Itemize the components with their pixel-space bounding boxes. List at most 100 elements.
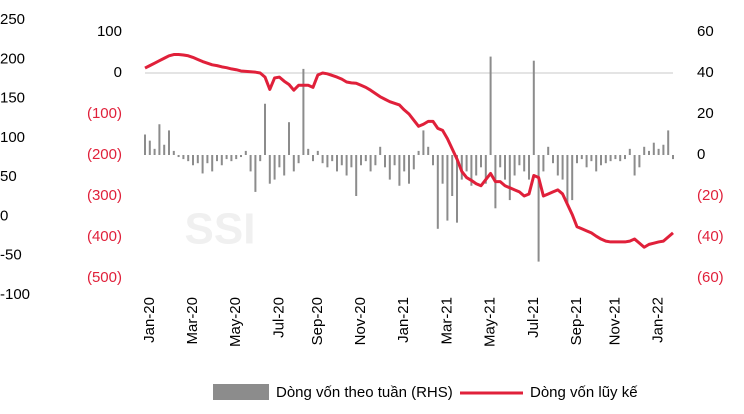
x-tick-label: Jul-20 <box>270 297 287 338</box>
outer-tick-label: 200 <box>0 50 25 67</box>
bar <box>609 155 612 162</box>
x-tick-label: Jan-20 <box>141 297 158 343</box>
outer-tick-label: 150 <box>0 90 25 107</box>
bar <box>177 155 180 158</box>
bar <box>628 148 631 155</box>
bar <box>456 155 458 223</box>
outer-tick-label: -50 <box>0 247 22 264</box>
bar <box>547 146 550 155</box>
y-tick-label: (500) <box>87 269 122 286</box>
bar <box>504 155 506 180</box>
bar <box>619 155 622 162</box>
bar <box>556 155 559 176</box>
bar <box>441 155 444 184</box>
bar <box>484 155 487 184</box>
bar <box>412 155 415 170</box>
bar <box>283 155 286 176</box>
bar <box>254 155 257 192</box>
bar <box>614 155 617 160</box>
bar <box>499 155 502 168</box>
bar <box>235 155 238 160</box>
bar <box>230 155 233 162</box>
bar <box>148 140 151 155</box>
y2-tick-label: 20 <box>697 105 714 122</box>
bar <box>345 155 348 176</box>
bar <box>585 155 588 168</box>
x-tick-label: Jan-21 <box>395 297 412 343</box>
y-tick-label: 0 <box>114 64 122 81</box>
legend-label: Dòng vốn theo tuần (RHS) <box>276 384 453 401</box>
bar <box>523 155 526 172</box>
bar <box>225 155 228 160</box>
bar <box>220 155 223 166</box>
bar <box>268 155 271 184</box>
bar <box>206 155 209 164</box>
bar <box>168 130 170 155</box>
x-tick-label: Jan-22 <box>650 297 667 343</box>
legend-label: Dòng vốn lũy kế <box>530 384 638 401</box>
bar <box>187 155 190 162</box>
x-tick-label: May-21 <box>482 297 499 347</box>
bar <box>576 155 578 164</box>
bar <box>542 155 545 172</box>
bar <box>590 155 593 162</box>
y2-tick-label: (40) <box>697 228 724 245</box>
bar <box>537 155 540 262</box>
legend-swatch <box>213 384 269 400</box>
bar <box>393 155 396 166</box>
outer-tick-label: -100 <box>0 286 30 303</box>
bar <box>369 155 372 172</box>
bar <box>172 150 175 155</box>
bar <box>211 155 214 172</box>
bar <box>216 155 218 162</box>
bar <box>316 150 319 155</box>
bar <box>340 155 343 166</box>
x-tick-label: Sep-21 <box>568 297 585 345</box>
bar <box>566 155 569 205</box>
x-tick-label: Nov-20 <box>352 297 369 345</box>
y2-tick-label: 40 <box>697 64 714 81</box>
x-tick-label: Jul-21 <box>525 297 542 338</box>
bar <box>552 155 554 164</box>
bar <box>388 155 391 180</box>
bar <box>475 155 478 176</box>
y2-tick-label: (20) <box>697 187 724 204</box>
outer-tick-label: 50 <box>0 168 17 185</box>
outer-tick-label: 0 <box>0 207 8 224</box>
y-tick-label: (200) <box>87 146 122 163</box>
bar <box>331 155 334 162</box>
bar <box>158 124 161 155</box>
bar <box>657 148 660 155</box>
bar <box>638 155 641 168</box>
bar <box>648 150 650 155</box>
y-tick-label: 100 <box>97 23 122 40</box>
bar <box>561 155 564 180</box>
bar <box>624 155 626 160</box>
outer-tick-label: 250 <box>0 11 25 28</box>
bar <box>321 155 324 164</box>
bar <box>604 155 607 164</box>
bar <box>408 155 410 184</box>
bar <box>480 155 482 168</box>
bar <box>264 103 266 155</box>
y2-tick-label: (60) <box>697 269 724 286</box>
bar <box>307 148 310 155</box>
bar <box>312 155 314 162</box>
bar <box>643 146 646 155</box>
bar <box>465 155 468 172</box>
bar <box>364 155 367 162</box>
bar <box>489 56 492 155</box>
bar <box>667 130 670 155</box>
bar <box>259 155 262 162</box>
watermark: SSI <box>185 205 256 254</box>
bar <box>350 155 353 168</box>
bar <box>384 155 386 168</box>
bar <box>532 60 535 156</box>
bar <box>278 155 281 168</box>
bar <box>422 130 425 155</box>
x-tick-label: Mar-20 <box>184 297 201 345</box>
bar <box>470 155 473 186</box>
bar <box>451 155 454 196</box>
bar <box>297 155 300 164</box>
